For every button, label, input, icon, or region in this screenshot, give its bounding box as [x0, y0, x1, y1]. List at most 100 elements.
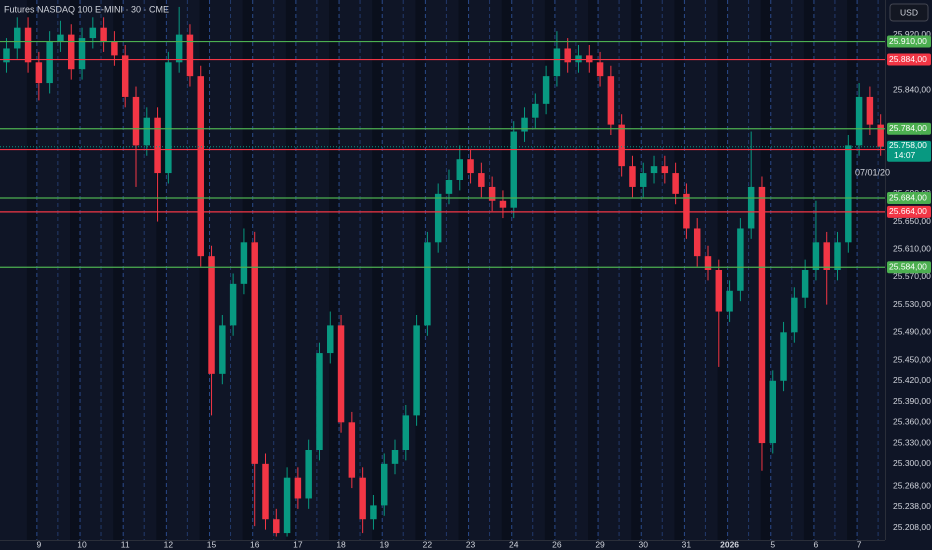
symbol-title: Futures NASDAQ 100 E-MINI · 30 · CME: [4, 4, 169, 14]
candle-body: [67, 34, 75, 70]
y-tick-label: 25.360,00: [893, 417, 931, 427]
y-tick-label: 25.420,00: [893, 375, 931, 385]
candle-body: [866, 96, 874, 125]
candle-body: [607, 76, 615, 125]
candle-body: [57, 34, 64, 42]
y-tick-label: 25.490,00: [893, 327, 931, 337]
off-session-band: [285, 0, 296, 540]
candle-body: [348, 422, 356, 478]
candle-body: [132, 96, 140, 146]
off-session-band: [242, 0, 253, 540]
x-tick-label: 29: [595, 539, 605, 549]
candle-body: [273, 519, 280, 534]
x-tick-label: 12: [164, 539, 174, 549]
price-level-badge: [887, 122, 931, 135]
x-tick-label: 7: [857, 539, 862, 549]
x-tick-label: 18: [336, 539, 346, 549]
x-tick-label: 2026: [720, 539, 739, 549]
candle-body: [650, 166, 658, 174]
last-price-label: 25.758,00: [889, 140, 927, 150]
candle-body: [499, 200, 507, 208]
session-bands: [26, 0, 879, 540]
candle-body: [46, 41, 53, 84]
off-session-band: [156, 0, 167, 540]
candle-body: [143, 117, 151, 146]
candle-body: [316, 353, 323, 450]
candle-body: [640, 173, 647, 187]
candle-body: [596, 62, 604, 77]
y-tick-label: 25.450,00: [893, 354, 931, 364]
y-tick-label: 25.300,00: [893, 458, 931, 468]
candle-body: [542, 76, 550, 104]
candle-body: [791, 297, 798, 333]
cursor-date: 07/01/20: [855, 167, 890, 177]
candle-body: [780, 332, 787, 381]
candle-body: [456, 159, 464, 180]
candle-body: [521, 117, 528, 132]
candle-body: [240, 242, 248, 284]
candle-body: [855, 96, 863, 146]
candle-body: [510, 131, 517, 208]
candle-body: [532, 103, 539, 118]
candle-body: [78, 38, 86, 70]
off-session-band: [458, 0, 469, 540]
candle-body: [413, 325, 420, 416]
price-level-label: 25.584,00: [889, 261, 927, 271]
price-level-label: 25.664,00: [889, 206, 927, 216]
candle-body: [564, 48, 571, 63]
candle-body: [262, 463, 269, 520]
candle-body: [586, 55, 593, 63]
y-tick-label: 25.390,00: [893, 396, 931, 406]
candle-body: [845, 145, 852, 243]
y-tick-label: 25.268,00: [893, 480, 931, 490]
price-level-badge: [887, 35, 931, 48]
candle-body: [726, 290, 733, 312]
candle-body: [424, 242, 431, 326]
off-session-band: [674, 0, 685, 540]
off-session-band: [329, 0, 340, 540]
last-price-badge: [887, 140, 931, 162]
plot-area: [0, 6, 885, 537]
y-tick-label: 25.610,00: [893, 243, 931, 253]
x-tick-label: 11: [121, 539, 130, 549]
candle-body: [14, 27, 21, 49]
y-tick-label: 25.570,00: [893, 271, 931, 281]
off-session-band: [501, 0, 512, 540]
off-session-band: [113, 0, 124, 540]
currency-label[interactable]: USD: [900, 7, 918, 17]
candle-body: [305, 450, 312, 499]
candle-body: [402, 415, 410, 450]
candle-body: [89, 27, 97, 39]
x-tick-label: 16: [250, 539, 260, 549]
candle-body: [111, 41, 118, 56]
x-tick-label: 10: [77, 539, 87, 549]
x-tick-label: 6: [814, 539, 819, 549]
candle-body: [251, 242, 258, 464]
candle-body: [693, 228, 701, 257]
y-tick-label: 25.208,00: [893, 522, 931, 532]
candle-body: [488, 186, 496, 201]
price-level-badge: [887, 261, 931, 274]
currency-button[interactable]: [889, 3, 929, 22]
candle-body: [100, 27, 107, 42]
candle-body: [165, 62, 172, 174]
candle-body: [553, 48, 561, 77]
price-level-label: 25.884,00: [889, 54, 927, 64]
candle-body: [219, 325, 226, 374]
off-session-band: [70, 0, 81, 540]
off-session-band: [760, 0, 771, 540]
price-level-label: 25.784,00: [889, 123, 927, 133]
y-tick-label: 25.840,00: [893, 84, 931, 94]
candle-body: [434, 193, 442, 243]
off-session-band: [631, 0, 642, 540]
candle-body: [737, 228, 744, 291]
candle-body: [24, 27, 32, 63]
candle-body: [672, 173, 679, 194]
candle-body: [337, 325, 345, 423]
x-tick-label: 24: [509, 539, 519, 549]
candle-body: [812, 242, 820, 270]
candle-body: [294, 477, 302, 499]
candle-body: [801, 270, 809, 298]
y-tick-label: 25.330,00: [893, 437, 931, 447]
